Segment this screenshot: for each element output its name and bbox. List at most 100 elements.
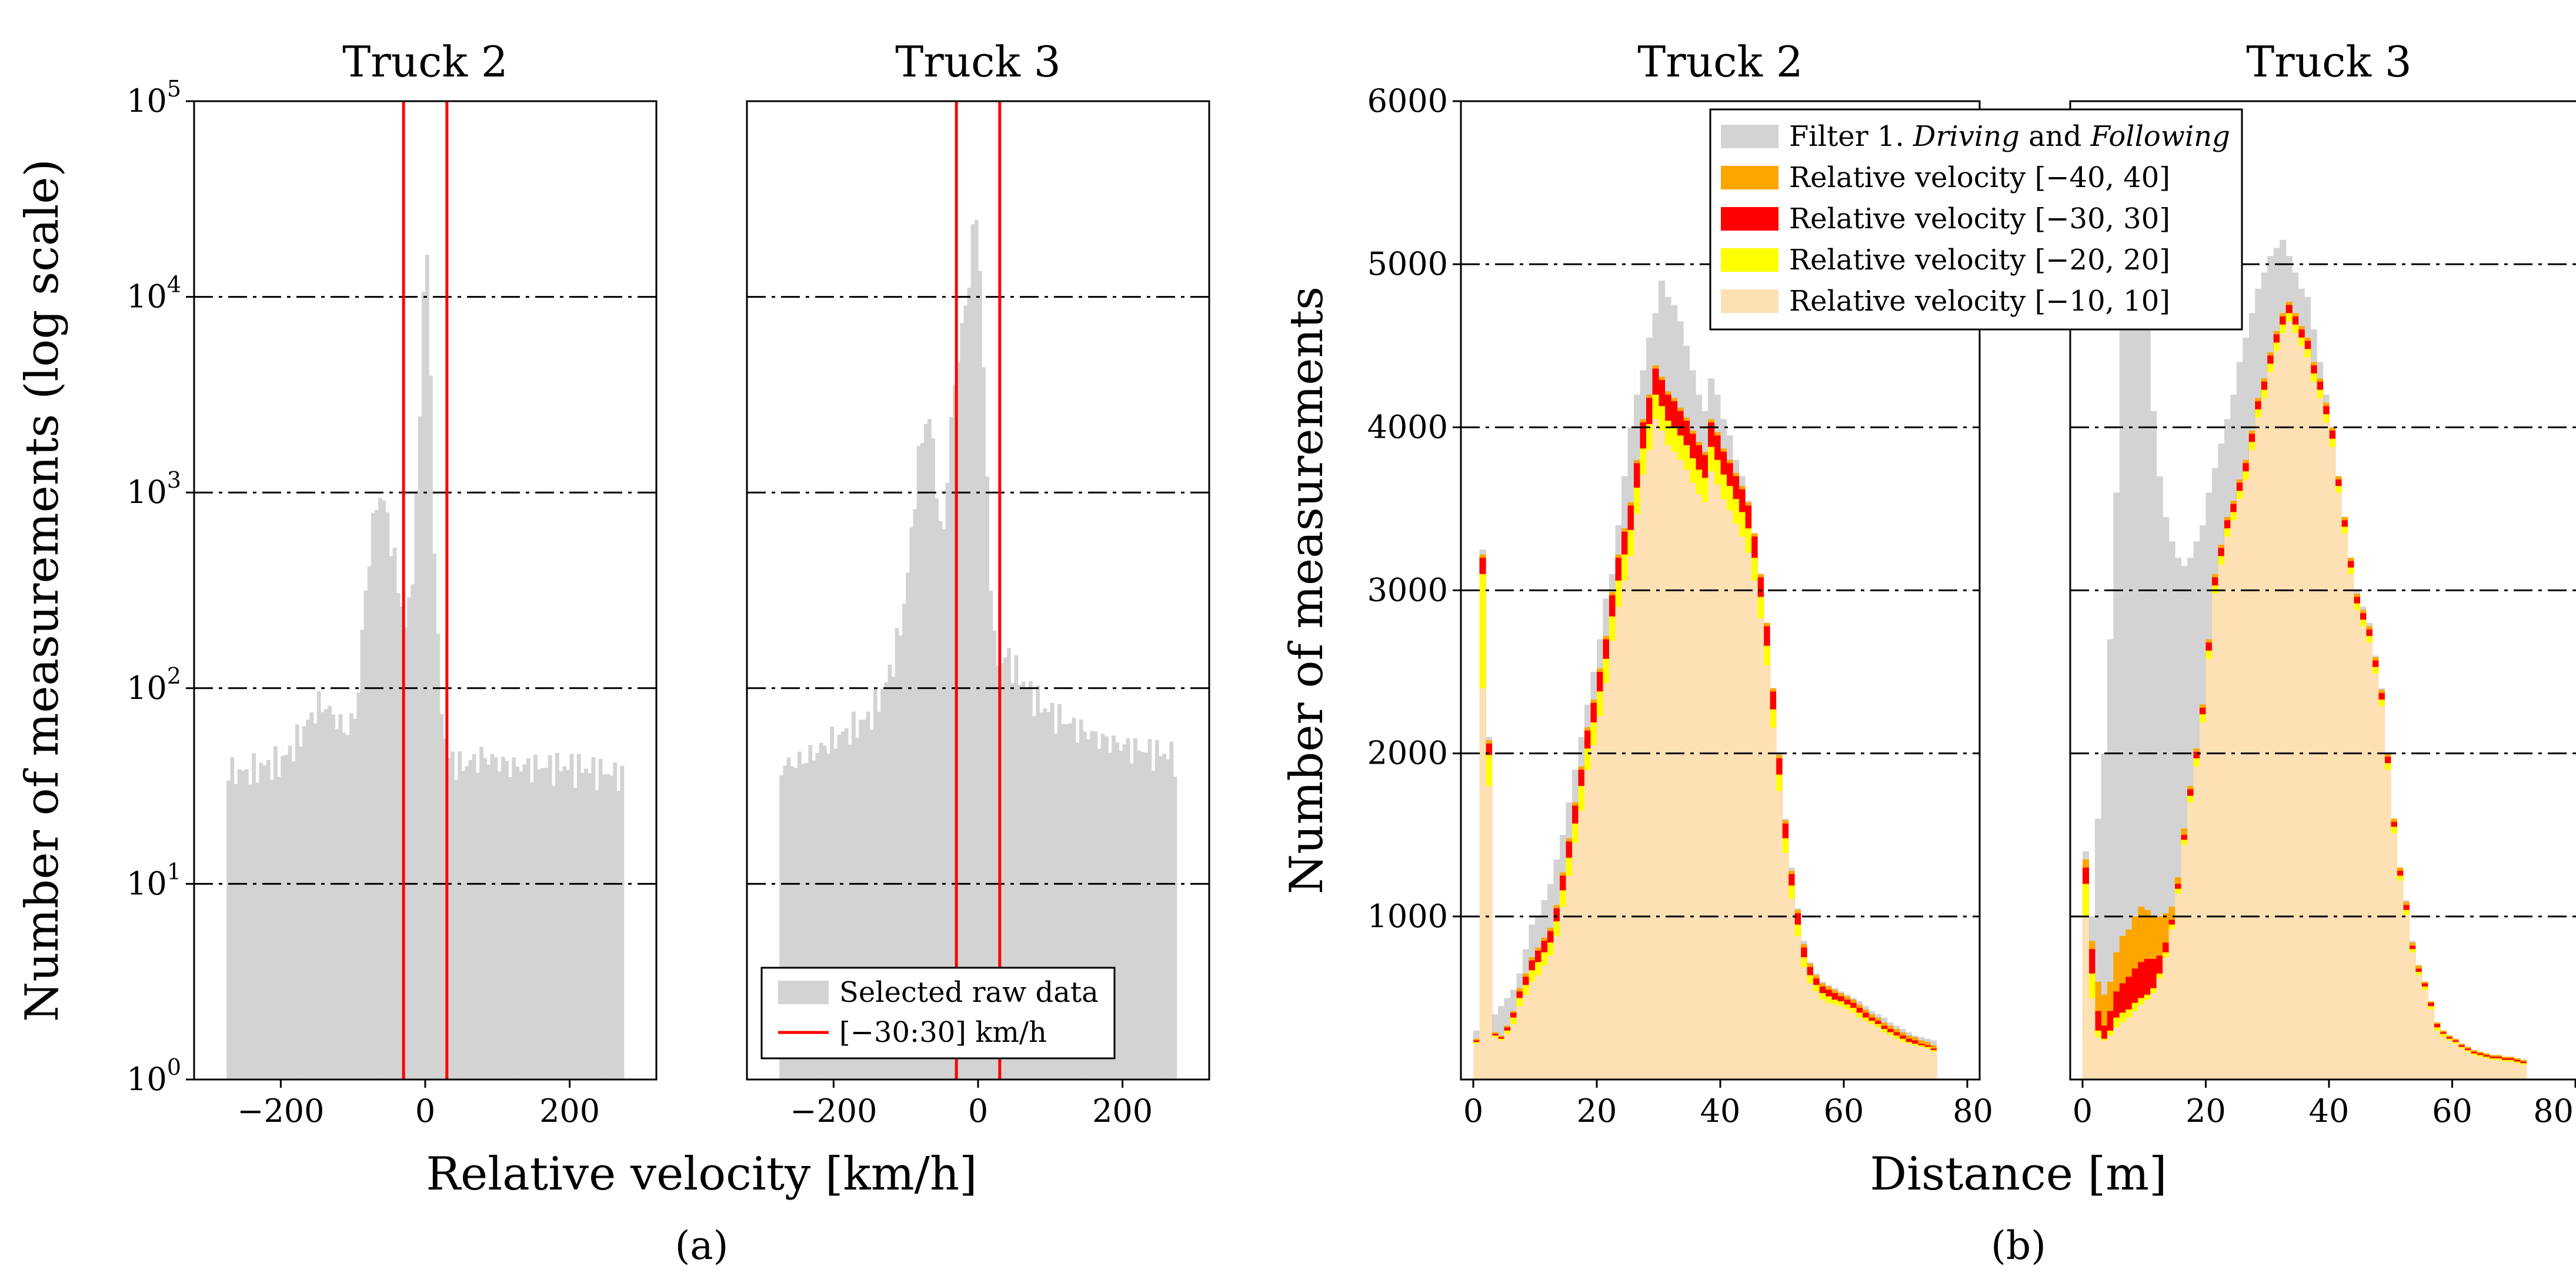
bar-rv10-truck2-32 — [1671, 451, 1678, 1080]
raw-data-bar-truck3-21 — [855, 738, 859, 1080]
x-tick-label: 80 — [1953, 1092, 1993, 1130]
x-tick-label: 200 — [539, 1092, 600, 1130]
bar-rv10-truck3-50 — [2390, 833, 2397, 1080]
raw-data-bar-truck3-7 — [805, 762, 809, 1080]
bar-filter1-truck3-14 — [2168, 541, 2175, 1080]
bar-rv10-truck2-53 — [1800, 967, 1807, 1080]
raw-data-bar-truck2-5 — [244, 769, 249, 1080]
raw-data-bar-truck3-85 — [1086, 739, 1090, 1080]
bar-rv10-truck2-21 — [1603, 683, 1610, 1080]
bar-rv10-truck3-26 — [2243, 479, 2250, 1080]
x-tick-label: 60 — [2432, 1092, 2472, 1130]
bar-rv10-truck2-31 — [1664, 445, 1671, 1080]
raw-data-bar-truck2-24 — [313, 723, 318, 1080]
raw-data-bar-truck3-13 — [826, 754, 830, 1080]
raw-data-bar-truck2-2 — [233, 784, 238, 1080]
raw-data-bar-truck3-101 — [1144, 752, 1149, 1080]
bar-rv10-truck3-30 — [2267, 372, 2274, 1080]
x-tick-label: −200 — [790, 1092, 877, 1130]
bar-rv10-truck3-32 — [2280, 332, 2287, 1080]
x-tick-label: 20 — [2185, 1092, 2226, 1130]
raw-data-bar-truck2-65 — [461, 771, 466, 1080]
raw-data-bar-truck2-75 — [497, 771, 502, 1080]
bar-rv10-truck3-62 — [2464, 1051, 2471, 1080]
legend-label-part: Following — [2090, 120, 2230, 153]
raw-data-bar-truck2-20 — [299, 747, 303, 1080]
bar-rv10-truck2-42 — [1733, 523, 1740, 1080]
raw-data-bar-truck3-30 — [887, 664, 892, 1080]
bar-rv10-truck3-42 — [2341, 533, 2348, 1080]
bar-rv10-truck2-43 — [1739, 537, 1746, 1080]
raw-data-bar-truck3-43 — [935, 498, 939, 1080]
raw-data-bar-truck2-4 — [241, 770, 245, 1080]
bar-rv10-truck2-69 — [1899, 1042, 1906, 1080]
bar-rv10-truck3-51 — [2397, 880, 2404, 1080]
raw-data-bar-truck3-109 — [1173, 777, 1177, 1080]
raw-data-bar-truck2-8 — [255, 782, 260, 1080]
raw-data-bar-truck3-33 — [898, 635, 903, 1080]
legend-label-part: and — [2020, 120, 2091, 153]
raw-data-bar-truck3-12 — [822, 745, 827, 1080]
bar-rv10-truck2-61 — [1850, 1012, 1857, 1080]
y-tick-exponent: 0 — [167, 1054, 181, 1080]
raw-data-bar-truck2-95 — [569, 754, 574, 1080]
raw-data-bar-truck3-54 — [974, 219, 979, 1080]
y-tick-label: 2000 — [1367, 735, 1448, 772]
legend-label: [−30:30] km/h — [839, 1016, 1047, 1049]
raw-data-bar-truck2-34 — [349, 713, 353, 1080]
bar-rv10-truck3-61 — [2458, 1048, 2465, 1080]
raw-data-bar-truck3-89 — [1100, 734, 1105, 1080]
raw-data-bar-truck2-6 — [248, 784, 252, 1080]
raw-data-bar-truck2-69 — [475, 772, 480, 1080]
bar-rv10-truck2-1 — [1479, 688, 1486, 1080]
raw-data-bar-truck2-68 — [472, 754, 476, 1080]
y-axis-label: Number of measurements (log scale) — [16, 159, 69, 1022]
bar-rv10-truck3-48 — [2378, 706, 2385, 1080]
bar-rv10-truck3-31 — [2273, 351, 2280, 1080]
raw-data-bar-truck3-46 — [945, 482, 950, 1080]
raw-data-bar-truck3-11 — [819, 742, 823, 1080]
y-tick-label: 102 — [126, 663, 181, 707]
bar-rv10-truck3-39 — [2323, 422, 2330, 1080]
bar-rv10-truck2-3 — [1491, 1037, 1499, 1080]
raw-data-bar-truck2-103 — [598, 759, 603, 1080]
raw-data-bar-truck2-23 — [309, 712, 314, 1080]
threshold-lines-layer — [402, 101, 1002, 1080]
raw-data-bar-truck3-76 — [1053, 734, 1058, 1080]
raw-data-bar-truck3-106 — [1162, 754, 1166, 1080]
raw-data-bar-truck3-8 — [808, 745, 813, 1080]
raw-data-bar-truck2-88 — [544, 768, 549, 1080]
bar-rv10-truck3-21 — [2211, 594, 2219, 1080]
raw-data-bar-truck2-67 — [468, 759, 473, 1080]
bar-rv10-truck2-23 — [1615, 607, 1622, 1080]
y-tick-exponent: 2 — [167, 663, 181, 689]
raw-data-bar-truck3-41 — [927, 419, 932, 1080]
raw-data-bar-truck2-97 — [576, 754, 581, 1080]
raw-data-bar-truck2-25 — [316, 691, 321, 1080]
y-tick-label: 6000 — [1367, 82, 1448, 119]
raw-data-bar-truck3-83 — [1079, 719, 1083, 1080]
bar-rv10-truck2-6 — [1510, 1024, 1517, 1080]
raw-data-bar-truck3-79 — [1065, 724, 1069, 1080]
raw-data-bar-truck3-1 — [783, 765, 788, 1080]
legend-label: Filter 1. Driving and Following — [1789, 120, 2230, 153]
bar-rv10-truck2-63 — [1862, 1021, 1869, 1080]
bar-rv10-truck3-43 — [2347, 574, 2354, 1080]
y-tick-label: 101 — [126, 858, 181, 902]
bar-rv10-truck2-45 — [1751, 580, 1758, 1080]
raw-data-bar-truck2-102 — [595, 790, 599, 1080]
legend-label-part: Relative velocity [−10, 10] — [1789, 285, 2170, 318]
bar-rv10-truck2-71 — [1911, 1045, 1918, 1080]
raw-data-bar-truck2-64 — [458, 751, 462, 1080]
raw-data-bar-truck3-56 — [982, 367, 986, 1080]
raw-data-bar-truck2-48 — [400, 607, 404, 1080]
bar-rv10-truck2-67 — [1887, 1035, 1894, 1080]
raw-data-bar-truck3-19 — [847, 744, 852, 1080]
y-tick-exponent: 4 — [167, 272, 181, 298]
y-tick-base: 10 — [126, 865, 167, 902]
bar-rv10-truck2-12 — [1547, 955, 1554, 1080]
y-tick-label: 105 — [126, 76, 181, 119]
bar-rv10-truck2-35 — [1689, 482, 1696, 1080]
raw-data-bar-truck3-87 — [1093, 731, 1098, 1080]
